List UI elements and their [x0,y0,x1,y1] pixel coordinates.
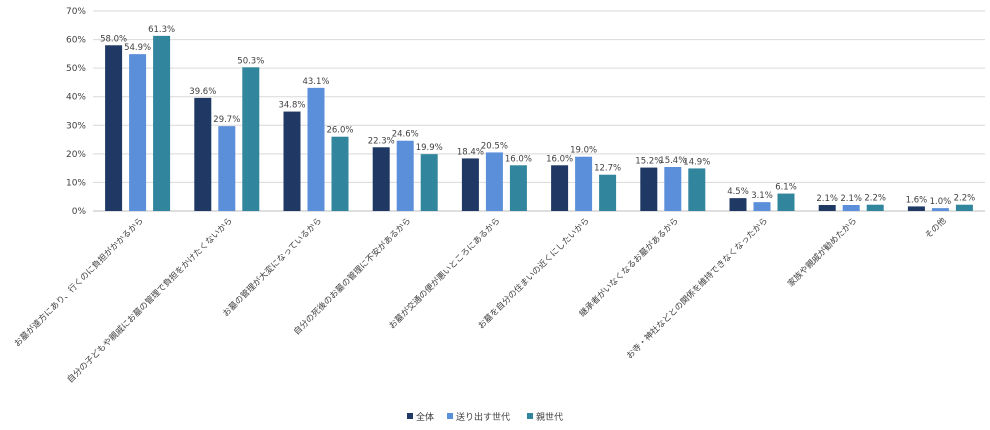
bar [907,206,925,211]
data-label: 16.0% [505,154,532,164]
data-label: 22.3% [368,136,395,146]
gridlines [93,10,985,212]
data-label: 61.3% [148,25,175,35]
y-tick-label: 50% [66,64,86,74]
bar [955,204,973,211]
y-tick-label: 30% [66,121,86,131]
category-label: 家族や親戚が勧めたから [785,215,859,289]
data-label: 2.1% [816,194,838,204]
bar [753,202,771,211]
bar [283,111,301,211]
bar [509,165,527,211]
y-tick-label: 10% [66,178,86,188]
category-label: お寺・神社などとの関係を維持できなくなったから [624,215,770,361]
data-label: 12.7% [594,164,621,174]
bar [331,136,349,211]
legend-swatch [407,413,413,419]
data-label: 29.7% [213,115,240,125]
data-label: 20.5% [481,141,508,151]
bar [575,156,593,211]
bars [105,35,973,212]
y-tick-label: 40% [66,93,86,103]
data-label: 6.1% [775,183,797,193]
data-label: 2.2% [864,194,886,204]
y-tick-label: 60% [66,36,86,46]
bar [153,35,171,211]
bar [664,167,682,211]
data-label: 34.8% [278,101,305,111]
bar [551,165,569,211]
data-label: 15.4% [659,156,686,166]
data-label: 26.0% [326,126,353,136]
bar [777,193,795,211]
bar [866,204,884,211]
bar [599,174,617,211]
data-label: 1.0% [930,197,952,207]
bar [372,147,390,211]
data-label: 16.0% [546,154,573,164]
bar [307,87,325,211]
data-label: 4.5% [727,187,749,197]
data-label: 54.9% [124,43,151,53]
category-label: お墓が交通の便が悪いところにあるから [387,215,503,331]
legend-label: 親世代 [536,411,563,423]
data-label: 15.2% [635,157,662,167]
category-label: お墓を自分の住まいの近くにしたいから [476,215,592,331]
bar [688,168,706,211]
data-label: 2.2% [954,194,976,204]
legend-label: 送り出す世代 [456,411,510,423]
data-label: 39.6% [189,87,216,97]
data-label: 19.9% [416,143,443,153]
data-label: 58.0% [100,34,127,44]
bar [640,167,658,211]
y-tick-label: 0% [72,207,87,217]
data-label: 19.0% [570,146,597,156]
data-label: 50.3% [237,56,264,66]
bar [242,67,260,212]
data-label: 1.6% [906,195,928,205]
x-axis: お墓が遠方にあり、行くのに負担がかかるから自分の子どもや親戚にお墓の管理で負担を… [12,215,949,385]
bar [818,205,836,211]
bar [931,208,949,211]
legend-swatch [527,413,533,419]
legend: 全体 送り出す世代 親世代 [407,411,563,423]
data-label: 18.4% [457,147,484,157]
legend-swatch [447,413,453,419]
bar [729,198,747,211]
data-label: 2.1% [840,194,862,204]
y-tick-label: 20% [66,150,86,160]
data-label: 43.1% [302,77,329,87]
category-label: 継承者がいなくなるお墓があるから [577,215,681,319]
category-label: お墓の管理が大変になっているから [220,215,324,319]
data-label: 3.1% [751,191,773,201]
bar [485,152,503,211]
y-tick-label: 70% [66,7,86,17]
bar [194,97,212,211]
bar [842,205,860,211]
category-label: その他 [923,215,949,241]
data-label: 14.9% [683,157,710,167]
bar [105,45,123,212]
legend-label: 全体 [416,411,434,423]
category-label: 自分の子どもや親戚にお墓の管理で負担をかけたくないから [65,215,235,385]
bar [461,158,479,211]
bar [218,126,236,211]
data-label: 24.6% [392,130,419,140]
bar [396,140,414,211]
data-labels: 58.0%54.9% 61.3% 39.6% 29.7% 50.3% 34.8% 43.1%… [100,25,975,207]
bar [129,54,147,212]
bar [420,154,438,211]
y-axis: 0% 10% 20% 30% 40% 50% 60% 70% [66,7,86,217]
